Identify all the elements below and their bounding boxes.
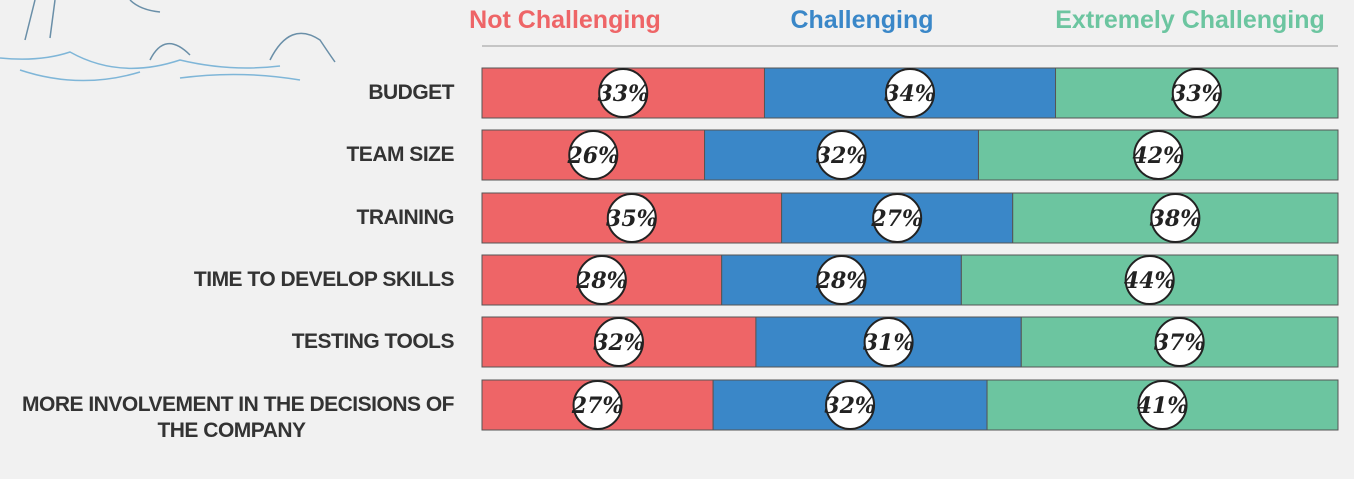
label-badge — [816, 255, 867, 305]
label-badge — [872, 193, 923, 243]
label-badge — [1154, 317, 1205, 367]
value-label: 34% — [884, 81, 936, 107]
legend-label: Challenging — [790, 6, 933, 34]
label-badge — [1171, 68, 1222, 118]
label-badge — [1133, 130, 1184, 180]
label-badge — [825, 380, 876, 430]
category-label: TIME TO DEVELOP SKILLS — [193, 268, 455, 291]
value-label: 28% — [575, 268, 628, 294]
label-badge — [885, 68, 935, 118]
value-label: 32% — [593, 330, 645, 356]
legend-label: Not Challenging — [469, 6, 661, 34]
value-label: 27% — [571, 393, 624, 419]
value-label: 32% — [816, 143, 868, 169]
label-badge — [598, 68, 649, 118]
label-badge — [816, 130, 867, 180]
label-badge — [1150, 193, 1201, 243]
category-label: TESTING TOOLS — [291, 330, 455, 353]
label-badge — [863, 317, 914, 367]
label-badge — [572, 380, 623, 430]
category-label: BUDGET — [368, 81, 454, 104]
value-label: 35% — [606, 206, 658, 232]
category-label: MORE INVOLVEMENT IN THE DECISIONS OF THE… — [22, 393, 454, 442]
value-label: 27% — [870, 206, 923, 232]
value-label: 41% — [1137, 393, 1189, 419]
label-badge — [576, 255, 627, 305]
category-label: TRAINING — [356, 206, 455, 229]
value-label: 42% — [1132, 143, 1184, 169]
value-label: 33% — [597, 81, 649, 107]
label-badge — [1124, 255, 1175, 305]
category-label: TEAM SIZE — [346, 143, 454, 166]
label-badge — [606, 193, 657, 243]
value-label: 31% — [863, 330, 915, 356]
sketch — [0, 0, 336, 82]
value-label: 38% — [1150, 206, 1202, 232]
label-badge — [568, 130, 619, 180]
label-badge — [1137, 380, 1188, 430]
label-badge — [593, 317, 644, 367]
value-label: 28% — [815, 268, 868, 294]
legend-label: Extremely Challenging — [1055, 6, 1325, 34]
value-label: 37% — [1154, 330, 1206, 356]
value-label: 33% — [1171, 81, 1223, 107]
value-label: 32% — [824, 393, 876, 419]
value-label: 26% — [567, 143, 620, 169]
value-label: 44% — [1124, 268, 1176, 294]
